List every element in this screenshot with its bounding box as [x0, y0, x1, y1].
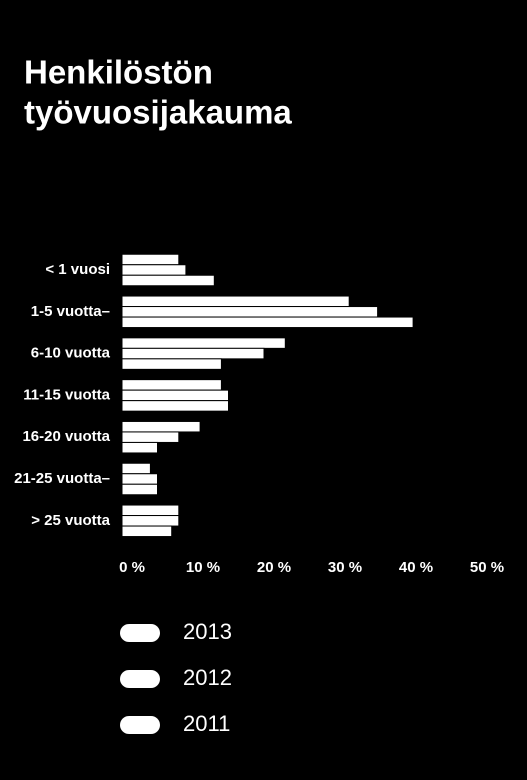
bar [121, 504, 180, 517]
legend-label: 2012 [183, 665, 232, 690]
bar [121, 306, 379, 318]
y-tick-label: 1-5 vuotta– [31, 303, 110, 320]
x-tick-label: 10 % [186, 559, 220, 576]
legend-swatch [120, 624, 160, 642]
chart-title: työvuosijakauma [24, 94, 292, 131]
y-tick-label: 16-20 vuotta [22, 428, 110, 445]
bar [121, 337, 286, 349]
bar [121, 379, 222, 391]
bar [121, 274, 215, 287]
bar [121, 358, 222, 370]
y-tick-label: 11-15 vuotta [23, 386, 110, 403]
chart-title: Henkilöstön [24, 54, 213, 91]
x-tick-label: 20 % [257, 559, 291, 576]
bar [121, 420, 201, 433]
bar [121, 473, 158, 485]
bar [121, 400, 229, 412]
legend-swatch [120, 670, 160, 688]
y-tick-label: 21-25 vuotta– [14, 470, 110, 487]
y-tick-label: < 1 vuosi [45, 261, 110, 278]
x-tick-label: 40 % [399, 559, 433, 576]
bar [121, 389, 229, 402]
x-tick-label: 30 % [328, 559, 362, 576]
bar [121, 264, 187, 276]
bar [121, 253, 180, 266]
bar [121, 525, 173, 538]
bar [121, 462, 151, 475]
bar [121, 431, 180, 443]
bar [121, 483, 158, 496]
legend-label: 2013 [183, 619, 232, 644]
bar [121, 347, 265, 360]
bar [121, 441, 158, 454]
bar [121, 295, 350, 308]
x-tick-label: 50 % [470, 559, 504, 576]
bar [121, 316, 414, 329]
x-tick-label: 0 % [119, 559, 145, 576]
y-tick-label: > 25 vuotta [31, 512, 110, 529]
legend-label: 2011 [183, 711, 230, 736]
y-tick-label: 6-10 vuotta [31, 345, 111, 362]
bar [121, 515, 180, 527]
legend-swatch [120, 716, 160, 734]
